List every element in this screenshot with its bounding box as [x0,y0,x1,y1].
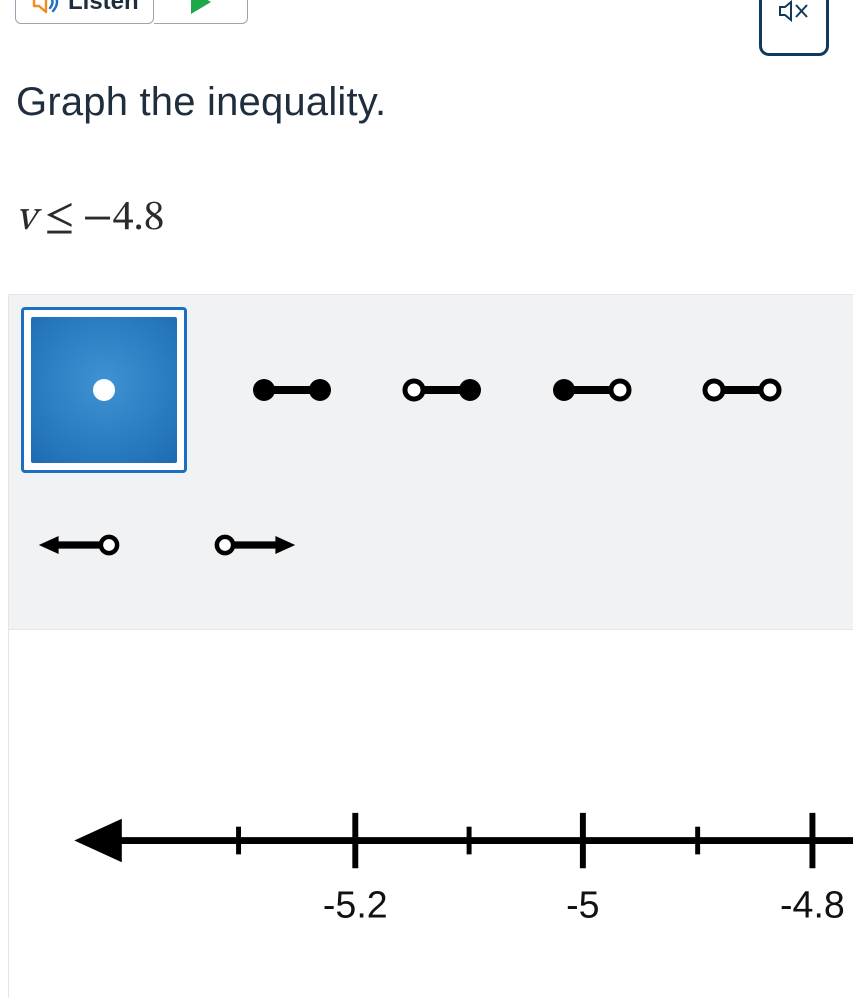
tool-row-2 [37,515,297,575]
mute-button[interactable] [759,0,829,56]
inequality-expression: v ≤ −4.8 [16,192,165,245]
tick-label: -5 [566,884,599,926]
open-closed-segment[interactable] [397,360,487,420]
listen-button[interactable]: Listen [15,0,154,24]
open-open-icon [702,375,782,405]
inequality-value: −4.8 [82,192,164,245]
ray-left[interactable] [37,515,127,575]
closed-open-icon [552,375,632,405]
tick-label: -5.2 [323,884,388,926]
closed-closed-icon [252,375,332,405]
tool-row-1 [21,307,787,473]
ray-left-icon [37,530,127,560]
play-button[interactable] [154,0,248,24]
listen-label: Listen [68,0,139,16]
point-tool[interactable] [21,307,187,473]
open-closed-icon [402,375,482,405]
tick-label: -4.8 [780,884,845,926]
play-icon [185,0,215,17]
ray-right[interactable] [207,515,297,575]
closed-open-segment[interactable] [547,360,637,420]
number-line[interactable]: -5.2 -5 -4.8 [9,780,853,1000]
number-line-area[interactable]: -5.2 -5 -4.8 [8,630,853,998]
top-controls: Listen [15,0,248,24]
point-icon [89,375,119,405]
inequality-relation: ≤ [44,192,74,245]
inequality-variable: v [16,192,36,245]
mute-icon [777,0,811,25]
ray-right-icon [207,530,297,560]
open-open-segment[interactable] [697,360,787,420]
instruction-text: Graph the inequality. [16,80,386,125]
tool-panel [8,294,853,630]
closed-closed-segment[interactable] [247,360,337,420]
speaker-icon [30,0,60,17]
